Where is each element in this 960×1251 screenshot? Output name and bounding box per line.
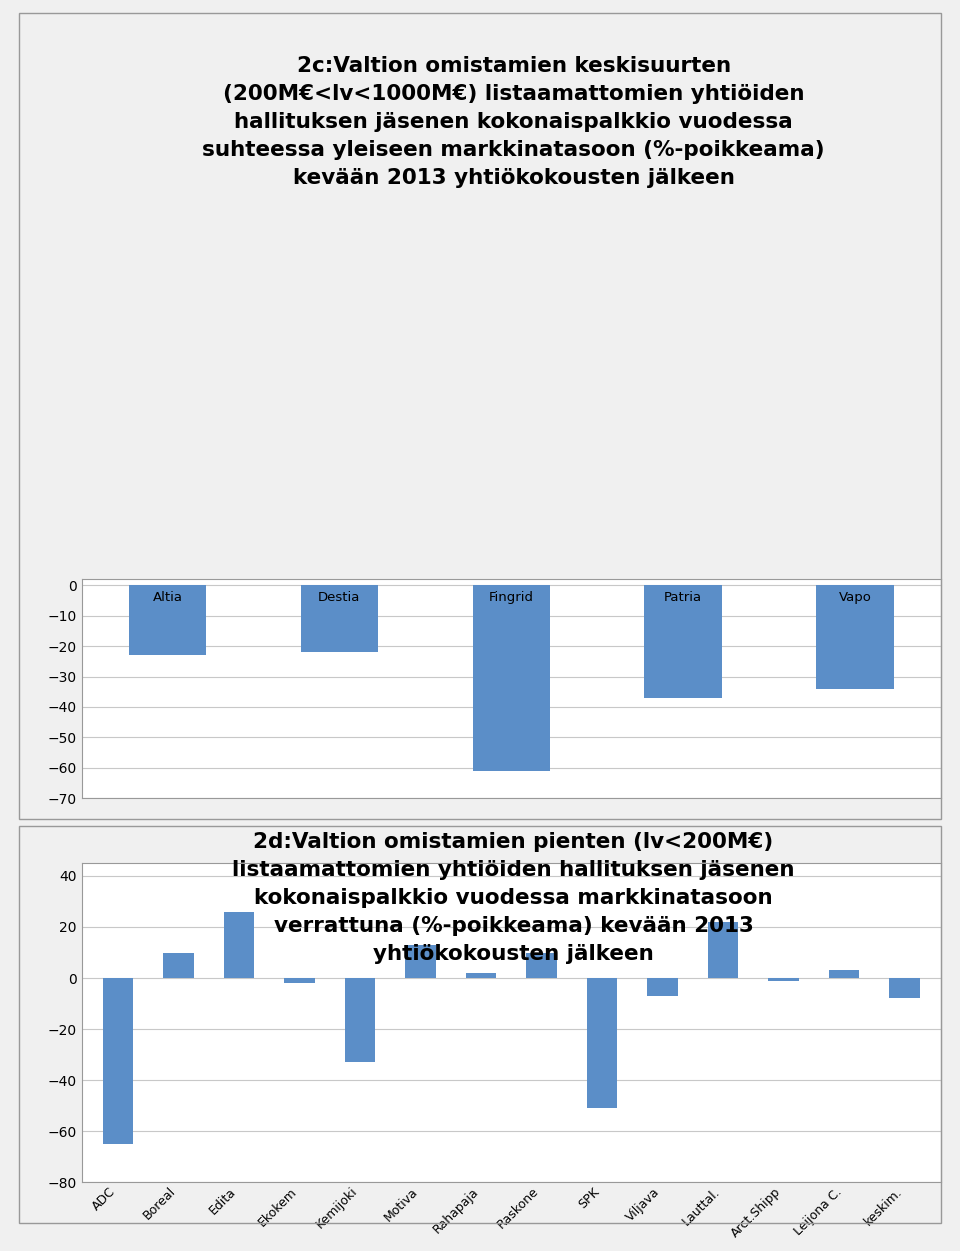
Bar [889, 978, 920, 998]
Bar [129, 585, 206, 656]
Bar [708, 922, 738, 978]
Text: Altia: Altia [153, 592, 182, 604]
Bar [345, 978, 375, 1062]
Bar [405, 945, 436, 978]
Bar [828, 971, 859, 978]
Bar [163, 952, 194, 978]
Text: Destia: Destia [318, 592, 361, 604]
Text: Fingrid: Fingrid [489, 592, 534, 604]
Bar [526, 952, 557, 978]
Bar [587, 978, 617, 1108]
Text: Patria: Patria [664, 592, 702, 604]
Bar [300, 585, 378, 652]
Bar [644, 585, 722, 698]
Bar [224, 912, 254, 978]
Bar [472, 585, 550, 771]
Bar [103, 978, 133, 1143]
Bar [647, 978, 678, 996]
Bar [466, 973, 496, 978]
Bar [284, 978, 315, 983]
Bar [816, 585, 894, 688]
Bar [768, 978, 799, 981]
Text: 2d:Valtion omistamien pienten (lv<200M€)
listaamattomien yhtiöiden hallituksen j: 2d:Valtion omistamien pienten (lv<200M€)… [232, 832, 795, 965]
Text: Vapo: Vapo [838, 592, 872, 604]
Text: 2c:Valtion omistamien keskisuurten
(200M€<lv<1000M€) listaamattomien yhtiöiden
h: 2c:Valtion omistamien keskisuurten (200M… [203, 56, 825, 189]
